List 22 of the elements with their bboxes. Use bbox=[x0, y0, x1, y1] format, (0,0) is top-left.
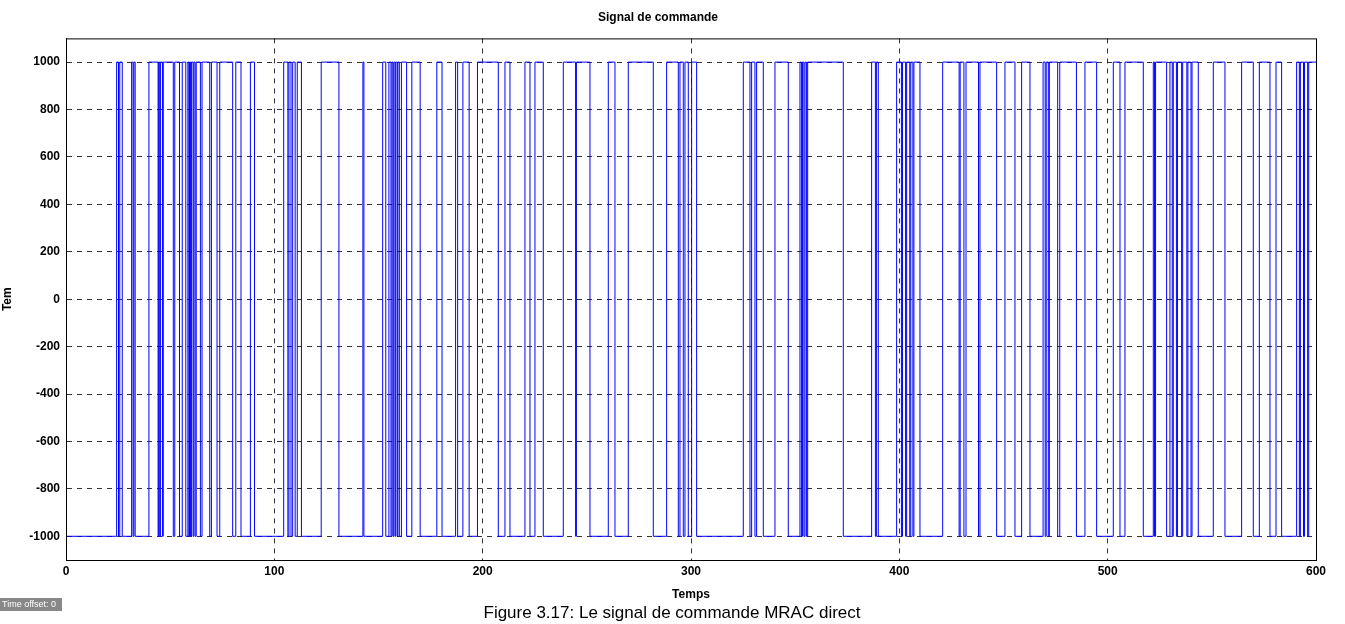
y-tick-label: -400 bbox=[35, 386, 61, 401]
y-tick-label: -1000 bbox=[29, 528, 61, 543]
chart-title: Signal de commande bbox=[597, 9, 719, 24]
y-tick-label: -600 bbox=[35, 433, 61, 448]
y-tick-label: 400 bbox=[39, 196, 61, 211]
y-tick-label: 600 bbox=[39, 149, 61, 164]
x-tick-label: 400 bbox=[889, 563, 910, 578]
y-tick-label: 1000 bbox=[33, 54, 61, 69]
caption: Figure 3.17: Le signal de commande MRAC direct bbox=[483, 602, 861, 622]
y-tick-label: 0 bbox=[53, 291, 61, 306]
y-tick-label: 200 bbox=[39, 244, 61, 259]
x-tick-label: 200 bbox=[472, 563, 493, 578]
x-tick-label: 100 bbox=[264, 563, 285, 578]
x-tick-label: 300 bbox=[680, 563, 702, 578]
y-axis-title: Tem bbox=[0, 287, 14, 312]
y-tick-label: -200 bbox=[35, 338, 61, 353]
x-tick-label: 500 bbox=[1097, 563, 1118, 578]
y-tick-label: 800 bbox=[39, 101, 61, 116]
x-axis-title: Temps bbox=[672, 587, 711, 602]
x-tick-label: 600 bbox=[1305, 563, 1327, 578]
time-offset-field: Time offset: 0 bbox=[0, 598, 63, 611]
y-tick-label: -800 bbox=[35, 481, 61, 496]
